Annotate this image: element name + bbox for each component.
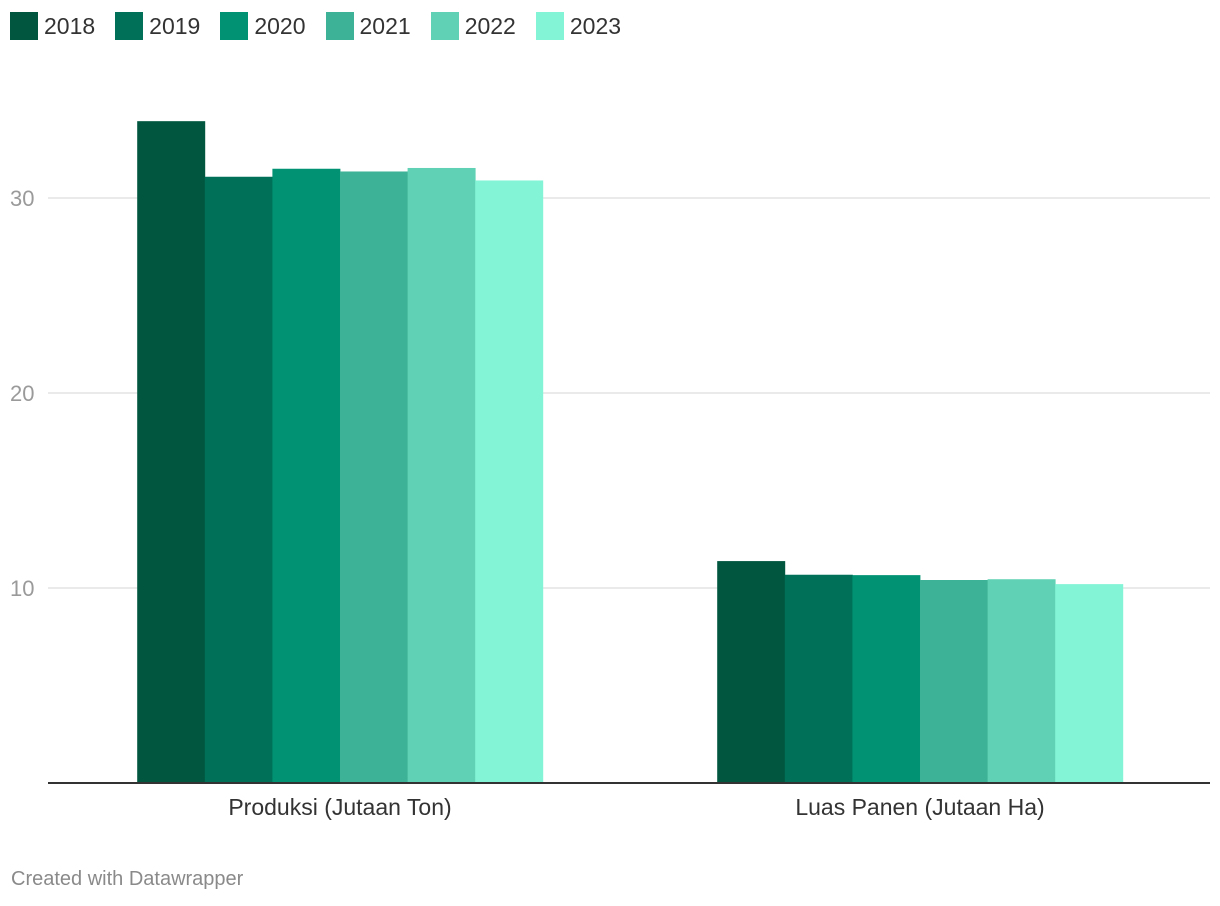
bar-2023-produksi	[475, 180, 544, 783]
legend-swatch-2020	[220, 12, 249, 40]
legend-label-2021: 2021	[359, 13, 411, 39]
bars	[137, 121, 1124, 784]
legend-item-2021: 2021	[325, 12, 411, 40]
legend-swatch-2021	[325, 12, 354, 40]
legend-item-2018: 2018	[10, 12, 95, 40]
axes: Produksi (Jutaan Ton) Luas Panen (Jutaan …	[48, 782, 1210, 820]
y-tick-label: 30	[10, 186, 34, 211]
x-category-label: Produksi (Jutaan Ton)	[228, 794, 451, 820]
bar-2018-produksi	[137, 121, 206, 784]
bar-2019-luas-panen	[784, 574, 853, 783]
legend-item-2023: 2023	[535, 12, 622, 40]
legend-label-2019: 2019	[149, 13, 201, 39]
legend-item-2020: 2020	[220, 12, 306, 40]
legend: 2018 2019 2020 2021 2022 2023	[10, 10, 641, 42]
legend-swatch-2022	[430, 12, 459, 40]
legend-swatch-2023	[535, 12, 564, 40]
legend-swatch-2018	[10, 12, 38, 40]
legend-label-2023: 2023	[569, 13, 622, 39]
y-tick-label: 20	[10, 381, 34, 406]
y-tick-label: 10	[10, 576, 34, 601]
bar-2018-luas-panen	[717, 561, 786, 783]
x-category-label: Luas Panen (Jutaan Ha)	[795, 794, 1044, 820]
legend-swatch-2019	[115, 12, 144, 40]
legend-item-2022: 2022	[430, 12, 516, 40]
bar-2023-luas-panen	[1055, 584, 1124, 783]
legend-label-2020: 2020	[254, 13, 306, 39]
legend-item-2019: 2019	[115, 12, 200, 40]
legend-label-2018: 2018	[44, 13, 96, 39]
bar-2019-produksi	[204, 176, 273, 783]
bar-2020-luas-panen	[852, 575, 921, 783]
bar-2022-produksi	[407, 167, 476, 784]
footer-credit: Created with Datawrapper	[11, 868, 244, 890]
bar-2022-luas-panen	[987, 579, 1056, 783]
bar-2020-produksi	[272, 168, 341, 783]
legend-label-2022: 2022	[464, 13, 516, 39]
bar-2021-produksi	[340, 171, 408, 784]
bar-2021-luas-panen	[920, 580, 988, 783]
